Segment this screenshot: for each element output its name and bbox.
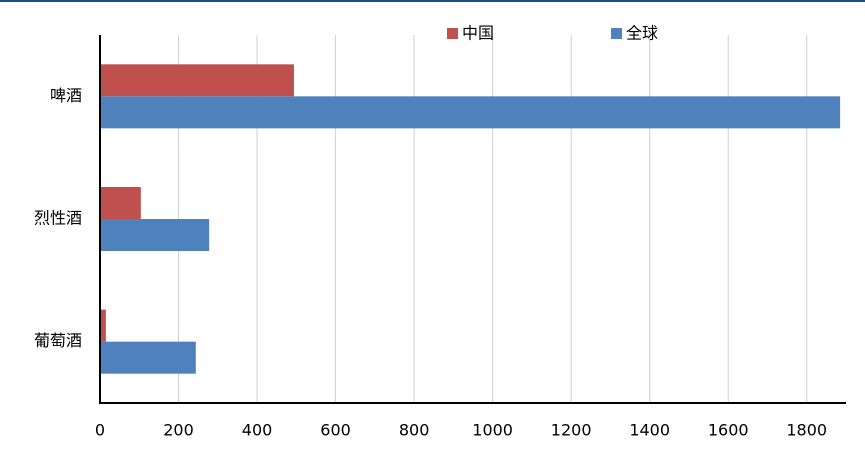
x-tick-label: 800 — [399, 421, 430, 440]
x-tick-label: 0 — [95, 421, 105, 440]
bar — [100, 64, 294, 97]
legend-label: 中国 — [462, 24, 494, 43]
legend-swatch — [611, 28, 622, 39]
bar — [100, 341, 196, 374]
x-tick-label: 1000 — [472, 421, 513, 440]
x-tick-label: 1200 — [551, 421, 592, 440]
legend-label: 全球 — [626, 24, 658, 43]
y-tick-label: 葡萄酒 — [34, 331, 82, 350]
bar — [100, 187, 141, 219]
x-tick-label: 400 — [242, 421, 273, 440]
bar — [100, 309, 106, 342]
bar — [100, 219, 210, 251]
x-tick-label: 1600 — [708, 421, 749, 440]
y-tick-label: 烈性酒 — [34, 209, 82, 228]
bar — [100, 96, 841, 129]
x-tick-label: 1800 — [786, 421, 827, 440]
x-tick-label: 200 — [163, 421, 194, 440]
y-tick-label: 啤酒 — [50, 86, 82, 105]
x-tick-label: 1400 — [629, 421, 670, 440]
x-tick-label: 600 — [320, 421, 351, 440]
legend-swatch — [447, 28, 458, 39]
